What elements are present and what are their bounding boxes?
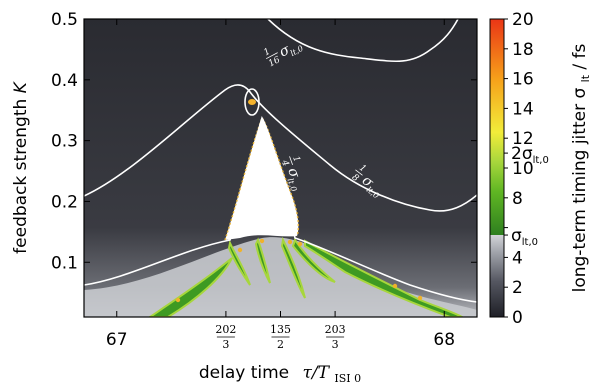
y-axis-label-text: feedback strength xyxy=(11,99,31,254)
y-axis: 0.1 0.2 0.3 0.4 0.5 xyxy=(51,10,477,273)
colorbar-extra-label-0: σlt,0 xyxy=(511,226,538,248)
contour-1-4 xyxy=(84,116,477,303)
contour-1-16 xyxy=(267,19,459,63)
colorbar-tick-label-1: 2 xyxy=(512,278,523,298)
contour-label-1-4-num: 1 xyxy=(290,155,301,164)
jitter-lobe-5 xyxy=(304,239,465,317)
jitter-lobe-0 xyxy=(148,257,233,317)
colorbar-tick-label-6: 12 xyxy=(512,129,534,149)
y-tick-label-4: 0.5 xyxy=(51,10,78,30)
jitter-lobe-3 xyxy=(280,236,306,299)
colorbar-tick-label-8: 16 xyxy=(512,70,534,90)
y-tick-label-2: 0.3 xyxy=(51,132,78,152)
colorbar-label-sub: lt xyxy=(579,74,592,82)
contour-label-1-16-num: 1 xyxy=(262,47,272,59)
y-tick-label-3: 0.4 xyxy=(51,71,78,91)
colorbar-tick-label-9: 18 xyxy=(512,40,534,60)
x-frac-num-1: 135 xyxy=(270,323,291,336)
colorbar: 0 2 4 8 10 12 14 16 18 20 σlt,0 2σlt,0 long-term ti… xyxy=(489,10,594,328)
y-axis-label: feedback strength K xyxy=(11,80,31,254)
colorbar-ticks: 0 2 4 8 10 12 14 16 18 20 σlt,0 2σlt,0 xyxy=(504,10,549,328)
colorbar-tick-label-0: 0 xyxy=(512,308,523,328)
jitter-hotspot-0 xyxy=(237,247,243,253)
x-tick-label-1: 68 xyxy=(433,330,455,350)
y-tick-label-1: 0.2 xyxy=(51,192,78,212)
colorbar-label-unit: / fs xyxy=(570,43,590,69)
colorbar-label-text: long-term timing jitter σ xyxy=(570,88,590,293)
colorbar-tick-label-4: 8 xyxy=(512,189,523,209)
jitter-hotspot-2 xyxy=(287,239,293,245)
contour-label-1-4-sub: lt,0 xyxy=(285,177,298,193)
y-tick-label-0: 0.1 xyxy=(51,253,78,273)
x-axis: 67 68 202 3 135 2 203 3 xyxy=(106,19,455,351)
x-axis-label: delay time τ/T ISI 0 xyxy=(199,363,361,385)
jitter-hotspot-3 xyxy=(297,241,303,247)
x-tick-label-0: 67 xyxy=(106,330,128,350)
x-frac-num-0: 202 xyxy=(215,323,236,336)
contour-1-8 xyxy=(84,84,477,212)
jitter-hotspot-1 xyxy=(259,238,265,244)
contour-small-loop xyxy=(244,88,260,116)
colorbar-tick-label-5: 10 xyxy=(512,159,534,179)
x-frac-den-1: 2 xyxy=(277,338,284,351)
x-frac-den-0: 3 xyxy=(222,338,229,351)
colorbar-tick-label-10: 20 xyxy=(512,10,534,30)
y-axis-label-var: K xyxy=(11,80,31,93)
jitter-lobe-1 xyxy=(227,239,251,286)
jitter-hotspot-6 xyxy=(175,297,181,303)
contour-label-1-16-den: 16 xyxy=(267,55,282,69)
saturated-edge xyxy=(224,116,300,241)
jitter-hotspot-4 xyxy=(392,283,398,289)
saturated-region xyxy=(225,118,299,240)
x-axis-label-math: τ/T xyxy=(303,363,331,383)
contour-label-1-8-num: 1 xyxy=(357,163,368,174)
jitter-lobes xyxy=(148,236,465,317)
contour-label-1-4-den: 4 xyxy=(279,158,291,168)
jitter-hotspot-5 xyxy=(417,295,423,301)
colorbar-label: long-term timing jitter σ lt / fs xyxy=(570,43,594,292)
jitter-spot xyxy=(248,99,256,105)
jitter-lobe-4 xyxy=(291,237,336,283)
x-frac-num-2: 203 xyxy=(325,323,346,336)
colorbar-tick-label-2: 4 xyxy=(512,248,523,268)
colorbar-tick-label-7: 14 xyxy=(512,99,534,119)
contour-label-1-8-den: 8 xyxy=(350,173,361,185)
colorbar-extra-label-1: 2σlt,0 xyxy=(511,144,549,166)
x-frac-den-2: 3 xyxy=(332,338,339,351)
x-axis-label-sub: ISI 0 xyxy=(334,372,361,385)
jitter-lobe-2 xyxy=(254,237,271,284)
colorbar-gradient xyxy=(490,19,504,317)
x-axis-label-text: delay time xyxy=(199,363,289,383)
plot-area xyxy=(84,19,477,317)
